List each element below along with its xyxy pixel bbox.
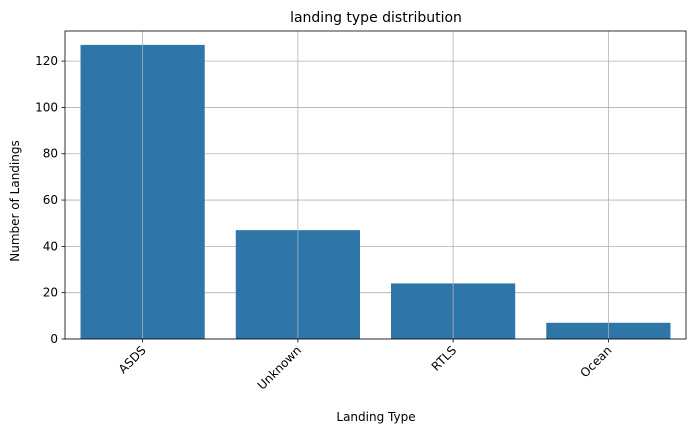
- y-tick-label: 80: [43, 147, 58, 161]
- x-axis-ticks: ASDS Unknown RTLS Ocean: [116, 339, 614, 393]
- y-tick-label: 120: [35, 54, 58, 68]
- x-tick-label: Unknown: [255, 343, 304, 392]
- x-tick-label: Ocean: [577, 343, 614, 380]
- plot-frame: [64, 30, 687, 340]
- y-axis-label: Number of Landings: [8, 140, 22, 261]
- chart-title: landing type distribution: [290, 10, 462, 26]
- x-tick-label: ASDS: [116, 343, 149, 376]
- y-tick-label: 0: [50, 332, 58, 346]
- x-axis-label: Landing Type: [336, 410, 415, 424]
- y-tick-label: 40: [43, 239, 58, 253]
- y-tick-label: 100: [35, 100, 58, 114]
- y-tick-label: 60: [43, 193, 58, 207]
- y-tick-label: 20: [43, 286, 58, 300]
- x-tick-label: RTLS: [429, 343, 459, 373]
- bars: [80, 44, 671, 339]
- vertical-grid: [142, 31, 609, 339]
- y-axis-ticks: 0 20 40 60 80 100 120: [35, 54, 65, 346]
- plot-area: 0 20 40 60 80 100 120 ASDS Unknown RTLS Ocean: [35, 30, 687, 393]
